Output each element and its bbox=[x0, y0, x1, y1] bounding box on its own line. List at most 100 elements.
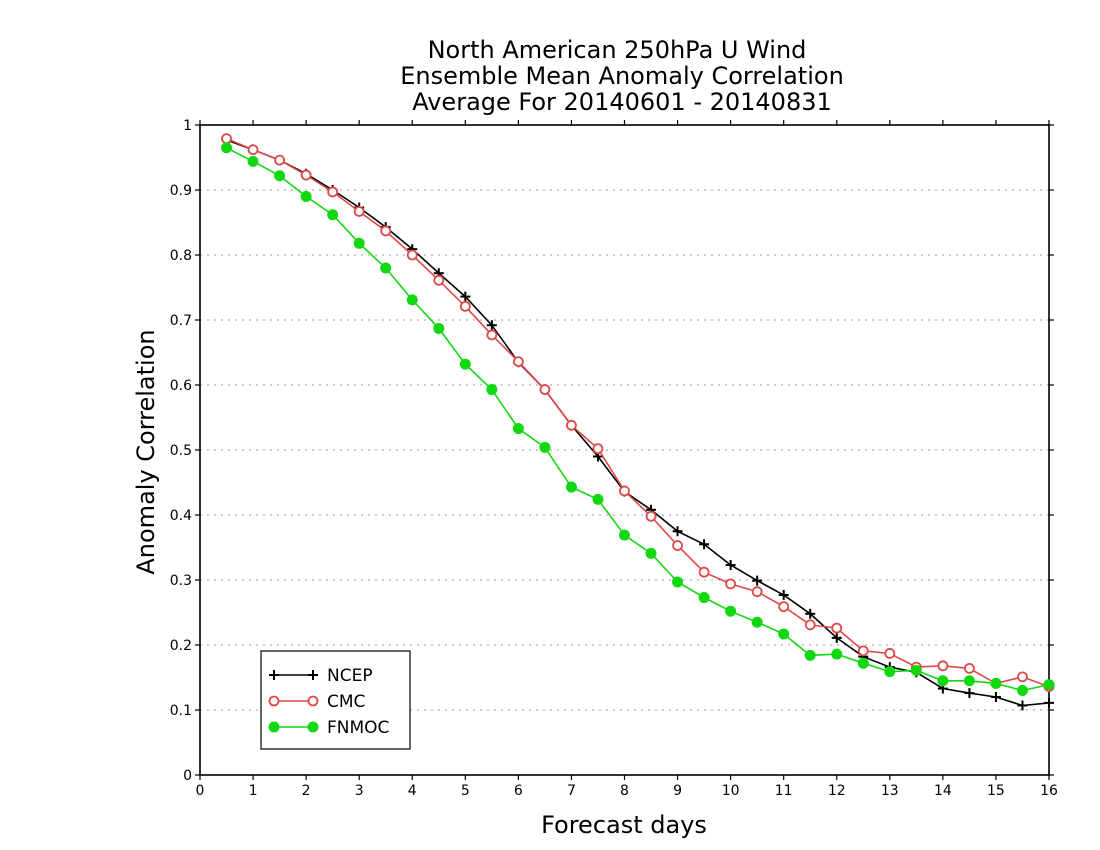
legend-marker-ncep bbox=[308, 670, 318, 680]
data-point-cmc bbox=[619, 485, 630, 497]
data-point-cmc bbox=[512, 356, 524, 368]
data-point-ncep bbox=[672, 526, 683, 537]
x-tick-label: 3 bbox=[355, 783, 364, 799]
data-point-ncep bbox=[725, 560, 736, 571]
x-tick-label: 1 bbox=[249, 783, 258, 799]
y-tick-label: 0.5 bbox=[170, 443, 192, 459]
y-tick-label: 0.6 bbox=[170, 378, 192, 394]
data-point-fnmoc bbox=[619, 529, 630, 541]
data-point-cmc bbox=[698, 566, 710, 578]
data-point-fnmoc bbox=[963, 675, 975, 687]
data-point-fnmoc bbox=[1016, 685, 1028, 696]
data-point-cmc bbox=[221, 133, 232, 145]
data-point-cmc bbox=[831, 622, 843, 634]
series-fnmoc bbox=[221, 142, 1055, 696]
series-line-fnmoc bbox=[226, 147, 1050, 692]
data-point-cmc bbox=[778, 601, 790, 613]
chart-title: North American 250hPa U Wind Ensemble Me… bbox=[400, 36, 844, 116]
x-tick-label: 9 bbox=[673, 783, 682, 799]
x-axis-label: Forecast days bbox=[541, 811, 707, 839]
data-point-fnmoc bbox=[990, 677, 1002, 689]
data-point-fnmoc bbox=[274, 170, 286, 182]
data-point-ncep bbox=[460, 291, 471, 302]
data-point-ncep bbox=[486, 320, 497, 331]
data-point-cmc bbox=[645, 510, 657, 522]
data-point-fnmoc bbox=[698, 592, 710, 604]
y-tick-label: 0.2 bbox=[170, 638, 192, 654]
legend-marker-cmc bbox=[268, 695, 280, 707]
data-point-cmc bbox=[672, 540, 683, 551]
legend-item-cmc: CMC bbox=[268, 692, 365, 712]
series-line-cmc bbox=[226, 137, 1050, 688]
x-tick-label: 4 bbox=[408, 783, 417, 799]
data-point-ncep bbox=[778, 589, 789, 600]
data-point-cmc bbox=[964, 663, 975, 674]
gridlines bbox=[200, 189, 1049, 711]
data-point-ncep bbox=[1017, 700, 1028, 711]
data-series bbox=[221, 133, 1055, 711]
data-point-ncep bbox=[1044, 697, 1054, 708]
data-point-ncep bbox=[990, 692, 1001, 702]
data-point-cmc bbox=[406, 249, 418, 261]
x-tick-label: 10 bbox=[722, 783, 740, 799]
data-point-cmc bbox=[751, 586, 763, 598]
data-point-fnmoc bbox=[672, 576, 684, 588]
data-point-fnmoc bbox=[804, 649, 816, 661]
legend-marker-cmc bbox=[307, 695, 319, 707]
x-tick-label: 7 bbox=[567, 783, 576, 799]
data-point-fnmoc bbox=[380, 262, 392, 274]
legend-label-ncep: NCEP bbox=[327, 666, 373, 686]
data-point-fnmoc bbox=[751, 616, 763, 628]
data-point-fnmoc bbox=[433, 322, 445, 334]
data-point-fnmoc bbox=[300, 191, 312, 202]
y-tick-label: 1 bbox=[183, 118, 192, 134]
data-point-fnmoc bbox=[486, 384, 498, 396]
x-tick-label: 6 bbox=[514, 783, 523, 799]
legend-item-fnmoc: FNMOC bbox=[268, 718, 389, 738]
data-point-fnmoc bbox=[327, 209, 339, 221]
data-point-cmc bbox=[300, 169, 312, 181]
data-point-fnmoc bbox=[910, 664, 922, 676]
data-point-cmc bbox=[857, 645, 869, 657]
data-point-cmc bbox=[539, 384, 551, 395]
x-tick-label: 16 bbox=[1040, 783, 1058, 799]
data-point-fnmoc bbox=[592, 493, 604, 505]
legend-item-ncep: NCEP bbox=[269, 666, 373, 686]
x-tick-label: 13 bbox=[881, 783, 899, 799]
data-point-cmc bbox=[327, 186, 339, 198]
y-tick-label: 0.9 bbox=[170, 183, 192, 199]
data-point-cmc bbox=[937, 660, 949, 672]
data-point-cmc bbox=[274, 154, 285, 166]
data-point-ncep bbox=[831, 632, 842, 643]
data-point-fnmoc bbox=[512, 423, 524, 435]
data-point-fnmoc bbox=[645, 547, 657, 559]
data-point-cmc bbox=[433, 274, 445, 286]
x-tick-label: 11 bbox=[775, 783, 793, 799]
legend-label-fnmoc: FNMOC bbox=[327, 718, 389, 738]
data-point-cmc bbox=[247, 144, 259, 156]
data-point-fnmoc bbox=[221, 142, 233, 154]
data-point-fnmoc bbox=[725, 605, 737, 617]
data-point-fnmoc bbox=[831, 648, 843, 660]
data-point-fnmoc bbox=[406, 294, 418, 306]
y-tick-label: 0.8 bbox=[170, 248, 192, 264]
data-point-ncep bbox=[805, 608, 816, 619]
data-point-ncep bbox=[752, 575, 763, 586]
data-point-ncep bbox=[964, 688, 975, 699]
legend-marker-fnmoc bbox=[268, 721, 280, 733]
data-point-cmc bbox=[353, 206, 365, 217]
data-point-cmc bbox=[804, 619, 816, 631]
legend-box bbox=[260, 650, 411, 750]
legend-label-cmc: CMC bbox=[327, 692, 365, 712]
chart-title-line-1: North American 250hPa U Wind bbox=[428, 36, 807, 64]
data-point-fnmoc bbox=[247, 155, 259, 167]
y-tick-label: 0.4 bbox=[170, 508, 192, 524]
x-tick-label: 15 bbox=[987, 783, 1005, 799]
data-point-fnmoc bbox=[778, 628, 790, 640]
chart-title-line-2: Ensemble Mean Anomaly Correlation bbox=[400, 62, 844, 90]
data-point-fnmoc bbox=[459, 358, 471, 370]
legend-marker-fnmoc bbox=[307, 721, 319, 733]
chart-title-line-3: Average For 20140601 - 20140831 bbox=[412, 88, 832, 116]
x-tick-label: 2 bbox=[302, 783, 311, 799]
